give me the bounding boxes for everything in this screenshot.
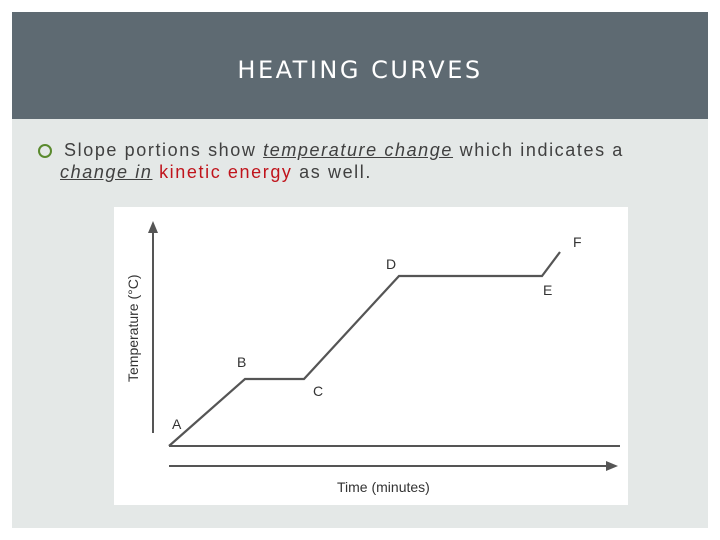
bullet-line-1: Slope portions show temperature change w… <box>42 139 692 161</box>
bullet-circle-icon <box>38 144 52 158</box>
y-axis-arrowhead-icon <box>148 221 158 233</box>
x-axis-arrowhead-icon <box>606 461 618 471</box>
slide-title: HEATING CURVES <box>237 56 483 84</box>
point-label-c: C <box>313 383 323 399</box>
heating-curve-svg: A B C D E F Time (minutes) Temperature (… <box>125 221 620 495</box>
bullet-text-2: which indicates a <box>459 140 624 160</box>
bullet-line-2: change in kinetic energy as well. <box>42 161 692 183</box>
point-label-d: D <box>386 256 396 272</box>
bullet-emphasis-kinetic-energy: kinetic energy <box>159 162 293 182</box>
y-axis-title: Temperature (°C) <box>125 274 141 382</box>
bullet-point: Slope portions show temperature change w… <box>38 139 692 183</box>
bullet-emphasis-change-in: change in <box>60 162 153 182</box>
heating-curve-figure: A B C D E F Time (minutes) Temperature (… <box>114 207 628 505</box>
heating-curve-line <box>168 251 561 447</box>
bullet-text-3: as well. <box>299 162 372 182</box>
point-label-b: B <box>237 354 246 370</box>
point-label-e: E <box>543 282 552 298</box>
bullet-text-1: Slope portions show <box>64 140 257 160</box>
point-label-f: F <box>573 234 582 250</box>
point-label-a: A <box>172 416 182 432</box>
x-axis-title: Time (minutes) <box>337 479 430 495</box>
title-bar: HEATING CURVES <box>12 12 708 119</box>
bullet-emphasis-temperature-change: temperature change <box>263 140 454 160</box>
